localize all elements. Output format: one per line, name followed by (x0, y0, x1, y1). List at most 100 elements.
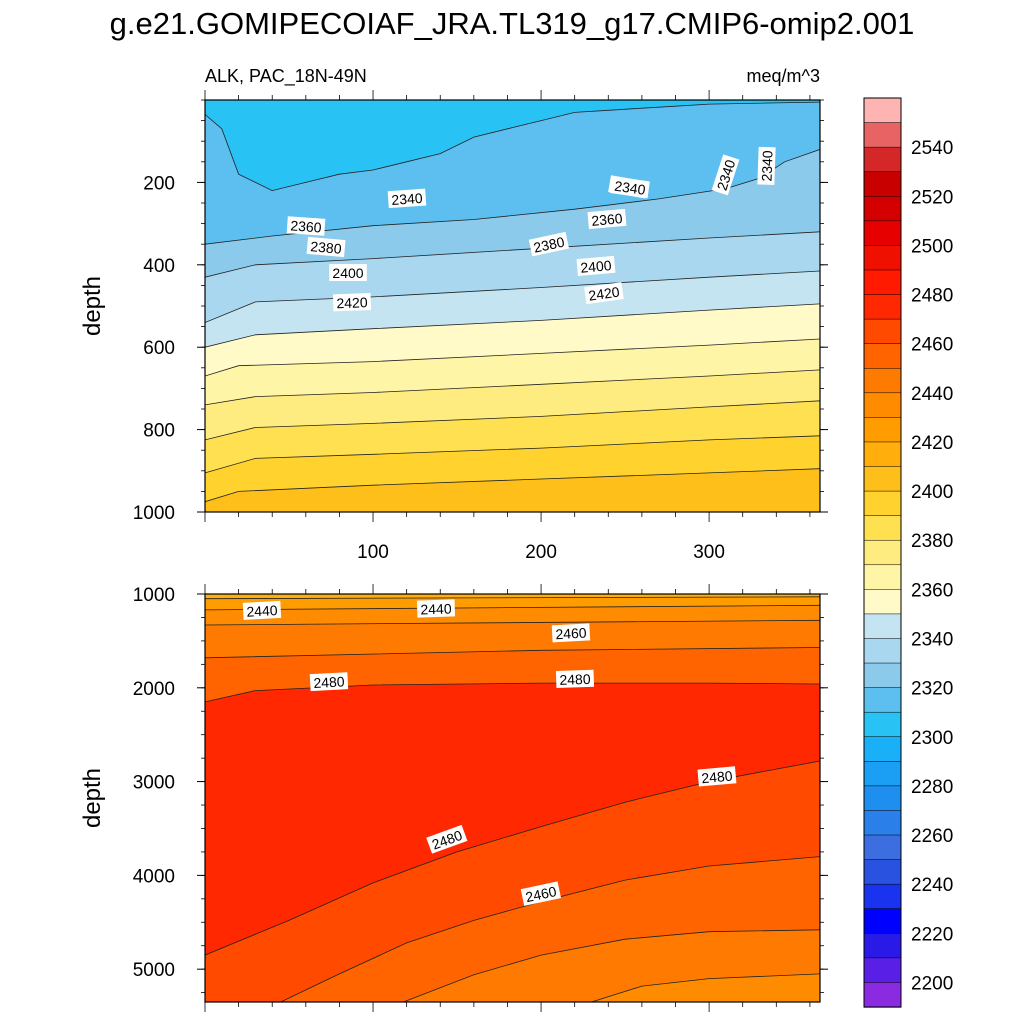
colorbar-swatch (863, 785, 902, 812)
colorbar-tick-label: 2280 (911, 777, 953, 798)
svg-text:2380: 2380 (310, 238, 343, 257)
svg-text:2360: 2360 (290, 217, 322, 235)
colorbar-swatch (863, 220, 902, 247)
colorbar-swatch (863, 957, 902, 984)
y-axis-title: depth (79, 276, 106, 336)
colorbar-swatch (863, 761, 902, 787)
svg-text:2480: 2480 (313, 673, 345, 691)
y-tick-label: 1000 (133, 585, 175, 606)
colorbar-swatch (863, 269, 902, 296)
plot-frame (204, 593, 821, 1003)
isoline (205, 604, 820, 611)
contour-label: 2420 (332, 293, 372, 312)
contour-label: 2340 (757, 146, 776, 185)
svg-text:2480: 2480 (559, 671, 591, 688)
x-tick-label: 300 (693, 542, 725, 563)
y-tick-label: 600 (143, 338, 175, 359)
isoline (403, 929, 820, 1002)
contour-label: 2380 (528, 231, 570, 257)
colorbar-tick-label: 2260 (911, 826, 953, 847)
contour-label: 2420 (584, 282, 624, 305)
colorbar-swatch (863, 564, 902, 591)
colorbar-swatch (863, 539, 902, 566)
isoline (280, 856, 820, 1002)
svg-text:2440: 2440 (420, 600, 452, 617)
y-tick-label: 1000 (133, 503, 175, 524)
colorbar-swatch (863, 294, 902, 320)
colorbar-tick-label: 2360 (911, 580, 953, 601)
y-tick-label: 4000 (133, 866, 175, 887)
svg-text:2420: 2420 (336, 294, 368, 311)
y-tick-label: 2000 (133, 679, 175, 700)
contour-label: 2360 (286, 216, 326, 236)
y-tick-label: 5000 (133, 960, 175, 981)
svg-text:2480: 2480 (701, 768, 734, 787)
svg-text:2360: 2360 (591, 210, 624, 229)
isoline (205, 369, 820, 406)
colorbar-swatch (863, 515, 902, 541)
svg-text:2460: 2460 (555, 625, 587, 643)
colorbar-tick-label: 2220 (911, 924, 953, 945)
colorbar-tick-label: 2520 (911, 187, 953, 208)
contour-label: 2480 (697, 766, 737, 787)
variable-label: ALK, PAC_18N-49N (205, 66, 367, 87)
contour-label: 2480 (309, 672, 349, 692)
colorbar-tick-label: 2480 (911, 286, 953, 307)
colorbar-swatch (863, 810, 902, 836)
y-tick-label: 800 (143, 421, 175, 442)
contour-label: 2340 (610, 176, 650, 199)
colorbar-tick-label: 2400 (911, 482, 953, 503)
svg-text:2400: 2400 (580, 257, 613, 276)
isoline (205, 596, 820, 600)
isoline (205, 619, 820, 626)
svg-text:2380: 2380 (532, 234, 566, 256)
isoline (205, 338, 820, 377)
isoline (205, 468, 820, 503)
units-label: meq/m^3 (747, 66, 820, 86)
isoline (205, 435, 820, 474)
colorbar-tick-label: 2500 (911, 236, 953, 257)
contour-band (205, 683, 820, 956)
svg-text:2420: 2420 (587, 284, 620, 304)
colorbar-swatch (863, 638, 902, 664)
colorbar-swatch (863, 859, 902, 885)
y-tick-label: 400 (143, 256, 175, 277)
isoline (205, 270, 820, 323)
svg-text:2340: 2340 (613, 178, 646, 198)
colorbar-tick-label: 2420 (911, 433, 953, 454)
colorbar-swatch (863, 417, 902, 443)
upper-depth-panel: 2340234023402340234023602360238023802400… (79, 90, 828, 563)
y-axis-title: depth (79, 768, 106, 828)
contour-fills (205, 100, 820, 512)
contour-label: 2380 (306, 236, 346, 258)
contour-label: 2360 (587, 208, 627, 230)
contour-fills (205, 594, 820, 1002)
contour-label: 2440 (242, 600, 282, 620)
colorbar-tick-label: 2320 (911, 679, 953, 700)
colorbar-swatch (863, 392, 902, 419)
svg-text:2400: 2400 (332, 265, 363, 281)
colorbar-swatch (863, 589, 902, 615)
colorbar-swatch (863, 613, 902, 640)
colorbar-swatch (863, 146, 902, 173)
colorbar-tick-label: 2300 (911, 728, 953, 749)
colorbar-swatch (863, 97, 902, 124)
colorbar-swatch (863, 122, 902, 148)
contour-label: 2400 (576, 255, 616, 277)
colorbar-swatch (863, 343, 902, 369)
isoline (591, 973, 820, 1002)
svg-text:2340: 2340 (758, 150, 775, 182)
isoline (205, 760, 820, 956)
colorbar-swatch (863, 883, 902, 910)
colorbar-swatch (863, 490, 902, 517)
colorbar-tick-label: 2540 (911, 138, 953, 159)
colorbar: 2200 2220 2240 2260 2280 2300 2320 2340 2360 2380… (863, 97, 953, 1008)
isoline (205, 303, 820, 348)
colorbar-tick-label: 2200 (911, 973, 953, 994)
colorbar-tick-label: 2380 (911, 531, 953, 552)
colorbar-swatch (863, 908, 902, 934)
colorbar-swatch (863, 711, 902, 738)
contour-label: 2480 (555, 669, 595, 689)
colorbar-swatch (863, 245, 902, 271)
